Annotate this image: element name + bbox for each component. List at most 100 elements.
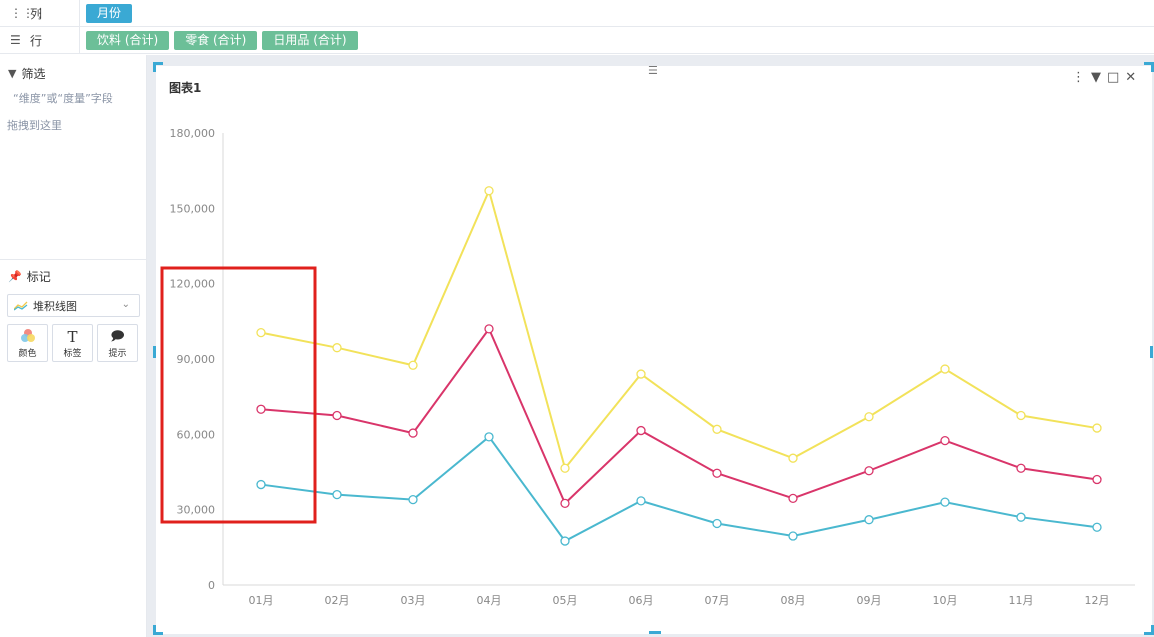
data-point: [864, 515, 874, 525]
y-tick-label: 90,000: [177, 353, 216, 366]
x-tick-label: 02月: [325, 594, 350, 607]
data-point: [332, 489, 342, 500]
selection-corner-bl[interactable]: [153, 625, 163, 635]
resize-handle-right[interactable]: [1150, 346, 1153, 358]
data-point: [560, 463, 570, 473]
data-point: [864, 412, 874, 422]
y-tick-label: 30,000: [177, 504, 216, 517]
rows-list-icon: ☰: [10, 33, 21, 47]
resize-handle-bottom[interactable]: [649, 631, 661, 634]
data-point: [256, 327, 266, 338]
y-tick-label: 150,000: [170, 202, 216, 215]
more-icon[interactable]: ⋮: [1072, 70, 1085, 85]
columns-shelf-label: ⋮⋮⋮ 列: [0, 0, 80, 26]
selection-corner-tl[interactable]: [153, 62, 163, 72]
marks-section: 📌 标记 堆积线图 ⌄ 颜色: [0, 267, 146, 362]
series-line: [260, 187, 1098, 471]
chart-title: 图表1: [169, 81, 202, 95]
pill-daily-goods[interactable]: 日用品 (合计): [262, 30, 358, 50]
drag-handle-icon[interactable]: ☰: [648, 64, 658, 77]
data-point: [940, 435, 950, 446]
chart-card[interactable]: [156, 66, 1152, 634]
columns-shelf: ⋮⋮⋮ 列 月份: [0, 0, 1154, 27]
rows-shelf-label: ☰ 行: [0, 27, 80, 53]
data-point: [560, 498, 570, 509]
data-point: [1016, 410, 1026, 421]
x-tick-label: 03月: [401, 594, 426, 607]
data-point: [712, 468, 722, 478]
rows-shelf: ☰ 行 饮料 (合计) 零食 (合计) 日用品 (合计): [0, 27, 1154, 54]
data-point: [864, 466, 874, 476]
maximize-icon[interactable]: □: [1107, 70, 1120, 85]
data-point: [560, 536, 570, 546]
data-point: [408, 360, 418, 370]
data-point: [484, 186, 494, 196]
chart-type-select[interactable]: 堆积线图 ⌄: [7, 294, 140, 317]
data-point: [332, 410, 342, 421]
x-tick-label: 05月: [553, 594, 578, 607]
data-point: [484, 324, 494, 334]
data-point: [408, 494, 418, 505]
y-tick-label: 180,000: [170, 127, 216, 140]
data-point: [1016, 512, 1026, 522]
x-tick-label: 10月: [933, 594, 958, 607]
pill-drinks[interactable]: 饮料 (合计): [86, 30, 170, 50]
y-tick-label: 120,000: [170, 278, 216, 291]
pin-icon: 📌: [8, 269, 22, 283]
data-point: [1092, 522, 1102, 532]
data-point: [256, 479, 266, 490]
filter-hint-drop: 拖拽到这里: [7, 119, 62, 132]
data-point: [940, 497, 950, 507]
x-tick-label: 11月: [1009, 594, 1034, 607]
data-point: [1092, 474, 1102, 485]
x-tick-label: 04月: [477, 594, 502, 607]
text-t-icon: T: [67, 327, 78, 346]
x-tick-label: 08月: [781, 594, 806, 607]
highlight-box: [160, 266, 317, 524]
filter-funnel-icon[interactable]: ▼: [1091, 70, 1101, 85]
filter-hint-fields: “维度”或“度量”字段: [13, 92, 113, 105]
data-point: [712, 518, 722, 529]
filter-section[interactable]: ▼ 筛选 “维度”或“度量”字段 拖拽到这里: [0, 64, 146, 133]
color-button[interactable]: 颜色: [7, 324, 48, 362]
marks-title: 标记: [26, 269, 51, 284]
y-tick-label: 60,000: [177, 428, 216, 441]
data-point: [788, 531, 798, 541]
pill-month[interactable]: 月份: [86, 3, 133, 23]
chevron-down-icon: ⌄: [121, 299, 130, 310]
x-tick-label: 09月: [857, 594, 882, 607]
data-point: [788, 453, 798, 463]
chart-type-value: 堆积线图: [33, 299, 77, 313]
close-icon[interactable]: ✕: [1125, 70, 1137, 85]
data-point: [332, 343, 342, 353]
x-tick-label: 06月: [629, 594, 654, 607]
data-point: [636, 425, 646, 436]
data-point: [256, 404, 266, 414]
tooltip-button[interactable]: 🗩 提示: [97, 324, 138, 362]
data-point: [408, 428, 418, 438]
data-point: [636, 369, 646, 379]
data-point: [712, 424, 722, 434]
selection-corner-tr[interactable]: [1144, 62, 1154, 72]
left-panel: ▼ 筛选 “维度”或“度量”字段 拖拽到这里 📌 标记 堆积线图 ⌄: [0, 55, 147, 637]
series-line: [260, 435, 1098, 543]
data-point: [636, 496, 646, 506]
y-tick-label: 0: [208, 579, 215, 592]
speech-bubble-icon: 🗩: [110, 328, 125, 344]
selection-corner-br[interactable]: [1144, 625, 1154, 635]
data-point: [484, 432, 494, 442]
color-palette-icon: [20, 328, 35, 342]
data-point: [1016, 463, 1026, 473]
filter-title: 筛选: [21, 66, 46, 81]
card-toolbar: ⋮ ▼ □ ✕: [1072, 70, 1136, 85]
x-tick-label: 01月: [249, 594, 274, 607]
area-line-chart-icon: [14, 301, 28, 311]
x-tick-label: 12月: [1085, 594, 1110, 607]
data-point: [1092, 423, 1102, 433]
label-button[interactable]: T 标签: [52, 324, 93, 362]
pill-snacks[interactable]: 零食 (合计): [174, 30, 258, 50]
resize-handle-left[interactable]: [153, 346, 156, 358]
x-tick-label: 07月: [705, 594, 730, 607]
